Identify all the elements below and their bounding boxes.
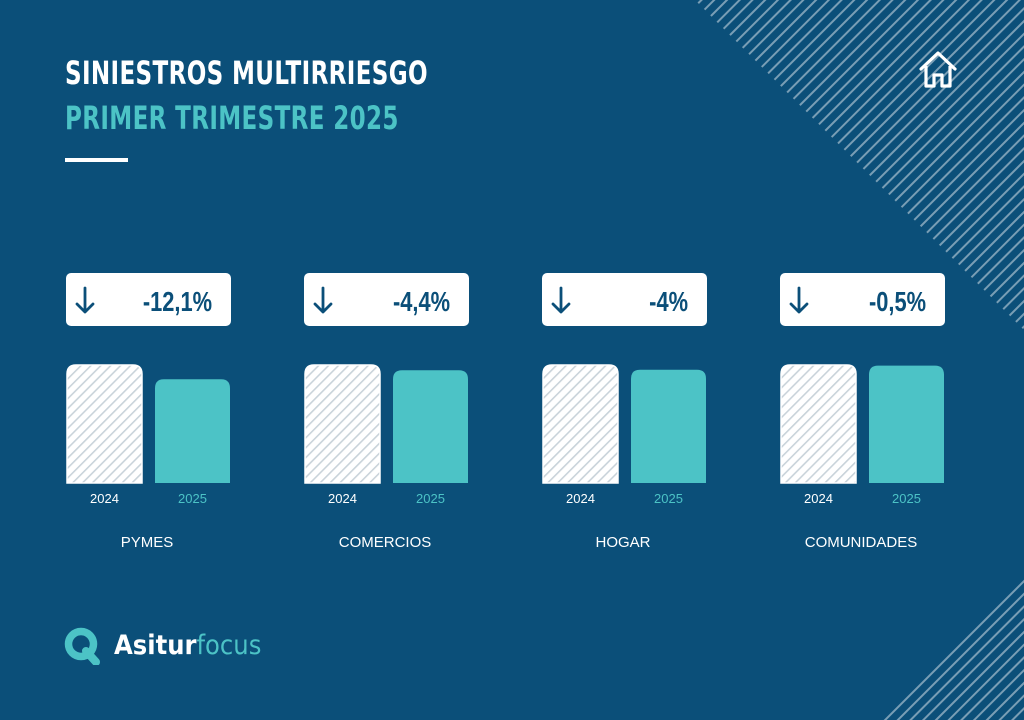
change-badge-comunidades: -0,5%	[780, 273, 945, 326]
arrow-down-icon	[789, 286, 809, 314]
brand-name: Asiturfocus	[114, 630, 261, 661]
tick-label-2025: 2025	[416, 491, 445, 506]
category-label: HOGAR	[595, 534, 650, 551]
bar-2025	[155, 379, 230, 483]
tick-label-2024: 2024	[566, 491, 595, 506]
change-badge-box	[304, 273, 469, 326]
chart-group-comercios: -4,4% 2024 2025 COMERCIOS	[304, 273, 469, 551]
category-label: COMERCIOS	[339, 534, 432, 551]
bar-2025	[631, 369, 706, 483]
asitur-logo-icon	[64, 627, 100, 665]
home-icon	[919, 51, 957, 88]
bar-2025	[869, 365, 944, 483]
change-badge-hogar: -4%	[542, 273, 707, 326]
change-badge-box	[780, 273, 945, 326]
bar-2024	[542, 364, 619, 484]
change-badge-box	[66, 273, 231, 326]
arrow-down-icon	[551, 286, 571, 314]
page-subtitle: PRIMER TRIMESTRE 2025	[65, 99, 399, 137]
category-label: PYMES	[121, 534, 174, 551]
arrow-down-icon	[75, 286, 95, 314]
category-label: COMUNIDADES	[805, 534, 918, 551]
arrow-down-icon	[313, 286, 333, 314]
bar-2024	[304, 364, 381, 484]
page-title: SINIESTROS MULTIRRIESGO	[65, 54, 428, 92]
home-button[interactable]	[916, 48, 960, 92]
change-value: -12,1%	[143, 286, 212, 317]
tick-label-2024: 2024	[804, 491, 833, 506]
chart-group-pymes: -12,1% 2024 2025 PYMES	[66, 273, 231, 551]
brand-name-part1: Asitur	[114, 630, 197, 661]
tick-label-2025: 2025	[892, 491, 921, 506]
brand-name-part2: focus	[196, 630, 262, 661]
change-badge-box	[542, 273, 707, 326]
change-value: -0,5%	[869, 286, 926, 317]
tick-label-2024: 2024	[90, 491, 119, 506]
bottom-right-stripes	[880, 575, 1024, 720]
change-badge-pymes: -12,1%	[66, 273, 231, 326]
tick-label-2024: 2024	[328, 491, 357, 506]
bar-2024	[780, 364, 857, 484]
change-value: -4,4%	[393, 286, 450, 317]
change-value: -4%	[649, 286, 688, 317]
tick-label-2025: 2025	[178, 491, 207, 506]
chart-group-comunidades: -0,5% 2024 2025 COMUNIDADES	[780, 273, 945, 551]
chart-group-hogar: -4% 2024 2025 HOGAR	[542, 273, 707, 551]
change-badge-comercios: -4,4%	[304, 273, 469, 326]
bar-2024	[66, 364, 143, 484]
tick-label-2025: 2025	[654, 491, 683, 506]
bar-2025	[393, 370, 468, 483]
title-underline	[65, 158, 128, 162]
